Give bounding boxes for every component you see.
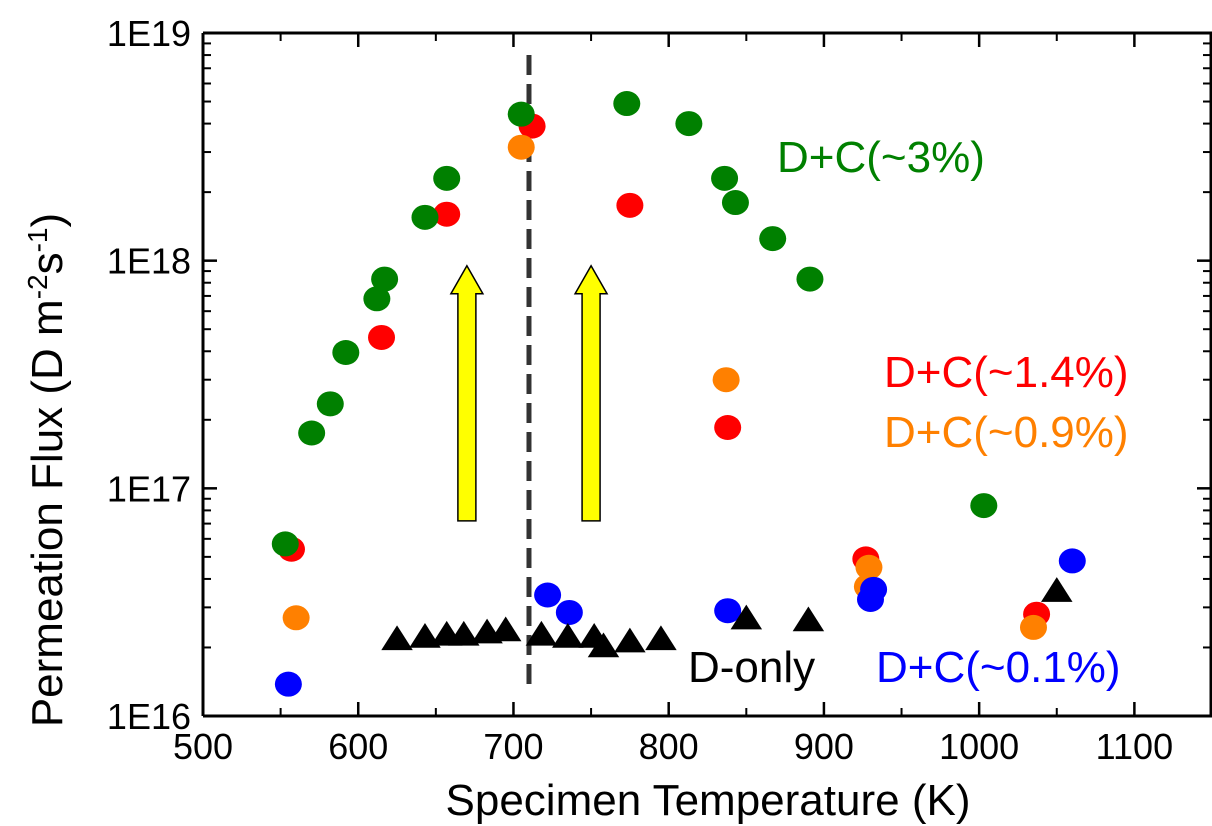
- x-tick-label: 1100: [1096, 726, 1173, 767]
- data-point-circle: [534, 582, 562, 608]
- data-point-triangle: [409, 623, 441, 648]
- y-axis-title: Permeation Flux (D m-2s-1): [22, 213, 73, 727]
- y-axis-title-sup1: -2: [22, 274, 53, 299]
- data-point-triangle: [730, 604, 763, 630]
- data-point-triangle: [1041, 577, 1073, 602]
- series-D+C(~3%): [271, 91, 998, 557]
- data-point-circle: [433, 165, 461, 191]
- data-point-circle: [711, 165, 739, 191]
- series-D+C(~0.1%): [274, 548, 1086, 697]
- data-point-circle: [371, 266, 399, 292]
- data-point-circle: [368, 324, 396, 350]
- x-tick-label: 900: [794, 726, 854, 767]
- data-point-circle: [855, 554, 883, 580]
- data-point-circle: [298, 420, 326, 446]
- data-point-circle: [1019, 614, 1047, 640]
- data-point-triangle: [381, 625, 413, 651]
- data-point-triangle: [525, 620, 558, 646]
- axes-layer: 500 600 700 800 900 1000 1100 1E16 1E17 1E18 1E19: [107, 13, 1212, 767]
- data-point-circle: [411, 204, 439, 230]
- y-axis-title-main: Permeation Flux (D m: [23, 299, 72, 727]
- data-point-triangle: [552, 623, 584, 648]
- y-axis-title-end: ): [23, 213, 72, 228]
- data-point-circle: [507, 134, 535, 160]
- data-point-circle: [712, 367, 740, 393]
- data-point-circle: [507, 101, 535, 127]
- data-point-circle: [332, 340, 360, 366]
- x-tick-label: 800: [639, 726, 699, 767]
- data-point-circle: [675, 111, 703, 137]
- data-point-triangle: [489, 616, 522, 642]
- data-point-circle: [316, 391, 344, 417]
- data-point-circle: [970, 493, 998, 519]
- data-point-circle: [860, 576, 888, 602]
- data-point-circle: [759, 226, 787, 252]
- label-d-c-0-9pct: D+C(~0.9%): [884, 408, 1129, 457]
- x-tick-label: 1000: [939, 726, 1019, 767]
- label-d-c-3pct: D+C(~3%): [777, 133, 985, 182]
- y-tick-label: 1E19: [107, 13, 191, 54]
- up-arrow: [449, 264, 485, 522]
- data-point-circle: [796, 266, 824, 292]
- marks-layer: [271, 55, 1086, 697]
- series-D-only: [381, 577, 1073, 658]
- label-d-c-1-4pct: D+C(~1.4%): [884, 348, 1129, 397]
- data-point-circle: [274, 671, 302, 697]
- x-tick-label: 500: [173, 726, 233, 767]
- data-point-triangle: [448, 620, 480, 646]
- x-axis-title: Specimen Temperature (K): [446, 776, 971, 825]
- data-point-circle: [721, 190, 749, 216]
- data-point-circle: [271, 531, 299, 557]
- y-tick-label: 1E18: [107, 241, 191, 282]
- y-axis-title-sup2: -1: [22, 227, 53, 252]
- data-point-circle: [616, 192, 644, 218]
- data-point-circle: [363, 286, 391, 312]
- data-point-circle: [714, 415, 742, 441]
- data-point-circle: [613, 91, 641, 117]
- up-arrow: [573, 264, 609, 522]
- y-axis-title-mid: s: [23, 252, 72, 274]
- y-tick-label: 1E16: [107, 696, 191, 737]
- data-point-triangle: [645, 625, 677, 651]
- label-d-only: D-only: [688, 643, 815, 692]
- data-point-circle: [714, 598, 742, 624]
- data-point-circle: [282, 605, 310, 631]
- data-point-triangle: [614, 627, 646, 653]
- data-point-circle: [555, 599, 583, 625]
- data-point-circle: [1058, 548, 1086, 574]
- label-d-c-0-1pct: D+C(~0.1%): [876, 643, 1121, 692]
- data-point-triangle: [587, 632, 620, 658]
- x-tick-label: 600: [328, 726, 388, 767]
- y-tick-label: 1E17: [107, 468, 191, 509]
- x-tick-label: 700: [483, 726, 543, 767]
- data-point-circle: [433, 201, 461, 227]
- data-point-triangle: [792, 606, 825, 632]
